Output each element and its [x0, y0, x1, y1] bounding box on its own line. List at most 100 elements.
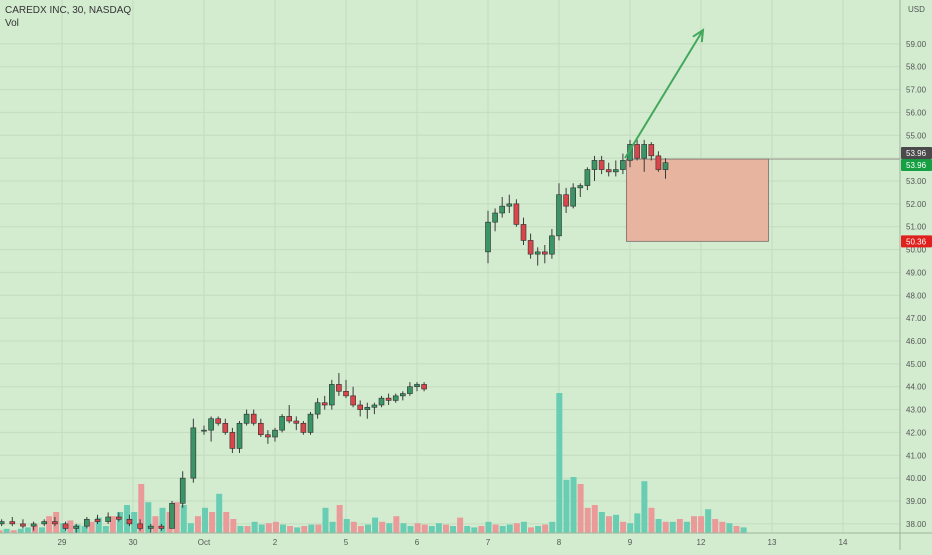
- candle-body: [116, 516, 122, 520]
- target-zone-layer[interactable]: [626, 158, 900, 242]
- volume-bar: [350, 521, 357, 533]
- volume-bar: [315, 524, 322, 533]
- volume-bar: [414, 523, 421, 533]
- candle-body: [158, 525, 165, 529]
- volume-bar: [357, 526, 364, 533]
- candle-body: [307, 413, 314, 433]
- y-tick-label: 58.00: [906, 63, 927, 72]
- symbol-legend[interactable]: CAREDX INC, 30, NASDAQ: [5, 5, 132, 16]
- y-tick-label: 44.00: [906, 383, 927, 392]
- candle-body: [272, 429, 278, 438]
- volume-bar: [31, 524, 38, 533]
- candle-body: [105, 516, 111, 522]
- volume-bar: [159, 507, 166, 533]
- volume-bar: [3, 528, 10, 533]
- candle-body: [169, 502, 175, 529]
- y-tick-label: 59.00: [906, 40, 927, 49]
- volume-bar: [223, 512, 230, 533]
- candle-body: [414, 384, 420, 388]
- volume-bar: [365, 524, 372, 533]
- volume-bar: [102, 526, 109, 533]
- candle-body: [499, 205, 506, 214]
- volume-legend[interactable]: Vol: [5, 18, 19, 29]
- candle-body: [364, 406, 371, 410]
- price-label-bg: [901, 235, 932, 248]
- volume-bar: [683, 521, 690, 533]
- x-tick-label: 9: [628, 538, 633, 547]
- candle-body: [9, 521, 16, 525]
- x-tick-label: Oct: [198, 538, 211, 547]
- y-tick-label: 40.00: [906, 474, 927, 483]
- volume-bar: [109, 516, 116, 533]
- volume-bar: [627, 523, 634, 533]
- volume-bar: [131, 512, 138, 533]
- volume-bar: [145, 502, 152, 533]
- candle-body: [229, 432, 236, 449]
- trend-arrow-head: [692, 28, 705, 43]
- volume-bar: [740, 527, 747, 533]
- volume-bar: [676, 519, 683, 533]
- y-tick-label: 39.00: [906, 497, 927, 506]
- candle-body: [350, 395, 356, 406]
- candle-body: [190, 427, 197, 479]
- volume-bar: [24, 527, 31, 533]
- volume-bar: [95, 517, 102, 533]
- candle-body: [257, 422, 264, 436]
- candle-body: [94, 518, 101, 522]
- volume-bar: [478, 526, 485, 533]
- volume-bar: [591, 505, 598, 533]
- price-label: 50.36: [901, 235, 932, 248]
- x-tick-label: 7: [486, 538, 491, 547]
- candle-body: [73, 525, 79, 529]
- candle-body: [421, 384, 427, 390]
- x-tick-label: 14: [839, 538, 848, 547]
- volume-bar: [577, 484, 584, 533]
- volume-bar: [258, 524, 265, 533]
- grid-layer: [0, 0, 900, 533]
- volume-bar: [287, 526, 294, 533]
- candle-body: [513, 203, 520, 225]
- y-tick-label: 45.00: [906, 360, 927, 369]
- y-tick-label: 53.00: [906, 177, 927, 186]
- volume-bar: [74, 524, 81, 533]
- volume-bar: [705, 509, 712, 533]
- volume-bar: [81, 526, 88, 533]
- candle-body: [279, 416, 285, 431]
- arrow-layer[interactable]: [624, 28, 705, 159]
- candle-body: [236, 422, 243, 449]
- volume-bar: [690, 516, 697, 533]
- y-tick-label: 55.00: [906, 131, 927, 140]
- volume-bar: [88, 521, 95, 533]
- y-tick-label: 52.00: [906, 200, 927, 209]
- volume-bar: [272, 521, 279, 533]
- price-label-bg: [901, 147, 932, 160]
- candle-body: [506, 203, 513, 207]
- candle-body: [577, 185, 584, 189]
- volume-bar: [180, 505, 187, 533]
- y-tick-label: 47.00: [906, 314, 927, 323]
- volume-bar: [712, 519, 719, 533]
- volume-bar: [733, 526, 740, 533]
- volume-bar: [230, 519, 237, 533]
- candle-body: [265, 434, 271, 438]
- candle-body: [399, 393, 406, 397]
- candle-body: [293, 420, 300, 424]
- volume-bar: [0, 530, 3, 533]
- candle-body: [62, 523, 69, 529]
- currency-label: USD: [908, 5, 925, 14]
- volume-bar: [563, 479, 570, 533]
- price-label: 53.96: [901, 159, 932, 172]
- candle-body: [179, 477, 186, 504]
- volume-bar: [726, 523, 733, 533]
- volume-bar: [648, 507, 655, 533]
- candle-body: [286, 416, 293, 422]
- y-tick-label: 38.00: [906, 520, 927, 529]
- volume-bar: [152, 516, 159, 533]
- volume-bar: [116, 512, 123, 533]
- price-label-text: 53.96: [906, 149, 927, 158]
- volume-bar: [641, 481, 648, 533]
- volume-bar: [386, 523, 393, 533]
- volume-bar: [67, 520, 74, 533]
